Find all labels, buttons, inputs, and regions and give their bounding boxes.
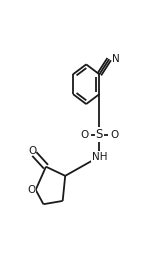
Text: O: O: [27, 185, 36, 195]
Text: N: N: [112, 54, 120, 64]
Text: O: O: [29, 146, 37, 155]
Text: O: O: [111, 130, 119, 140]
Text: NH: NH: [92, 152, 107, 162]
Text: O: O: [80, 130, 88, 140]
Text: S: S: [96, 128, 103, 141]
